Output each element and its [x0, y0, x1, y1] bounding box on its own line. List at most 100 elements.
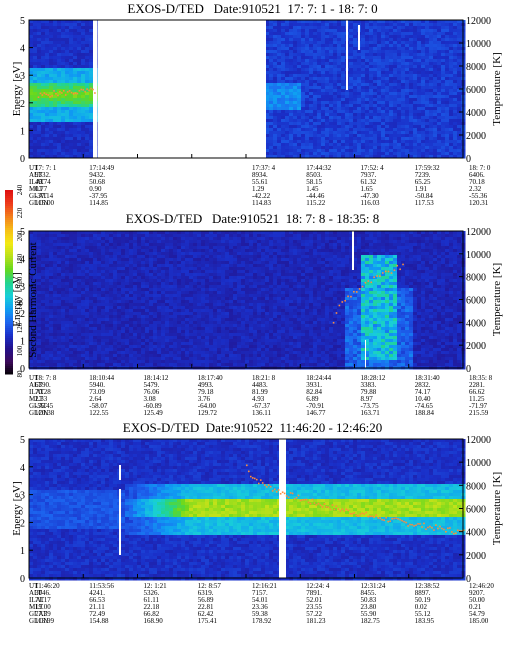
ephemeris-label: ILAT [29, 388, 45, 396]
data-gap-1 [93, 20, 97, 158]
temperature-point [76, 92, 79, 95]
temperature-point [78, 89, 81, 92]
ephemeris-value: 73.09 [89, 388, 105, 396]
temperature-point [431, 526, 433, 529]
temperature-point [407, 525, 409, 527]
panel-1-title: EXOS-D/TED Date:910521 17: 7: 1 - 18: 7:… [127, 1, 378, 16]
ephemeris-value: 17:52: 4 [361, 164, 385, 172]
ephemeris-value: 50.00 [469, 596, 485, 604]
ephemeris-value: 9432. [89, 171, 105, 179]
temperature-point [64, 94, 67, 96]
temperature-point [267, 484, 270, 486]
temperature-point [261, 482, 264, 484]
ephemeris-value: 5940. [89, 381, 105, 389]
energy-tick-label: 3 [20, 71, 25, 82]
ephemeris-value: 3383. [361, 381, 377, 389]
temperature-tick-label: 6000 [466, 505, 486, 516]
ephemeris-value: 18: 7: 0 [469, 164, 491, 172]
temperature-point [437, 527, 439, 530]
temperature-point [393, 517, 395, 520]
energy-tick-label: 1 [20, 546, 25, 557]
temperature-point [92, 88, 94, 91]
temperature-point [381, 272, 384, 274]
ephemeris-value: 2281. [469, 381, 485, 389]
temperature-point [321, 506, 324, 508]
ephemeris-value: 114.83 [252, 199, 271, 207]
temperature-point [51, 95, 53, 97]
panel-3-spectrogram [29, 439, 466, 581]
ephemeris-value: 6406. [469, 171, 485, 179]
ephemeris-value: 4993. [198, 381, 214, 389]
ephemeris-value: 5326. [144, 589, 160, 597]
temperature-tick-label: 12000 [466, 16, 491, 27]
temperature-point [402, 263, 404, 266]
energy-tick-label: 0 [20, 574, 25, 585]
ephemeris-value: 3931. [306, 381, 322, 389]
energy-tick-label: 4 [20, 254, 25, 265]
temperature-point [395, 517, 397, 520]
temperature-point [358, 288, 361, 290]
ephemeris-value: 18:31:40 [415, 374, 440, 382]
ephemeris-label: GLON [29, 409, 48, 417]
ephemeris-label: ILAT [29, 596, 45, 604]
ephemeris-value: -37.14 [35, 192, 54, 200]
temperature-point [335, 505, 338, 508]
ephemeris-value: 129.72 [198, 409, 218, 417]
temperature-point [405, 521, 407, 524]
temperature-point [299, 499, 302, 502]
temperature-point [309, 502, 312, 505]
temperature-tick-label: 10000 [466, 39, 491, 50]
colorbar-tick-label: 140 [16, 299, 24, 310]
ephemeris-value: 7239. [415, 171, 431, 179]
ephemeris-value: 11:46:20 [35, 582, 60, 590]
temperature-point [303, 498, 306, 501]
temperature-point [62, 90, 65, 92]
ephemeris-value: 56.89 [198, 596, 214, 604]
temperature-point [325, 506, 328, 508]
data-gap-5 [352, 231, 354, 270]
temperature-point [443, 528, 445, 531]
temperature-point [361, 512, 364, 515]
ephemeris-value: 18:35: 8 [469, 374, 493, 382]
ephemeris-value: 115.00 [35, 199, 54, 207]
temperature-point [315, 504, 318, 506]
temperature-point [331, 504, 334, 506]
ephemeris-value: 185.00 [469, 617, 489, 625]
temperature-point [390, 272, 393, 274]
temperature-point [379, 517, 381, 520]
temperature-point [457, 529, 459, 532]
ephemeris-value: 12:38:52 [415, 582, 440, 590]
temperature-point [277, 489, 280, 491]
temperature-point [373, 516, 376, 518]
energy-tick-label: 1 [20, 126, 25, 137]
temperature-point [387, 520, 389, 523]
ephemeris-value: 115.22 [306, 199, 325, 207]
temperature-point [449, 527, 451, 529]
temperature-point [367, 515, 370, 518]
temperature-point [345, 508, 348, 511]
ephemeris-value: 55.61 [252, 178, 268, 186]
panel-3-temperature-points [246, 464, 465, 535]
energy-tick-label: 4 [20, 463, 25, 474]
temperature-point [45, 93, 48, 96]
ephemeris-value: 2.32 [469, 185, 482, 193]
temperature-point [396, 264, 399, 267]
ephemeris-value: 136.11 [252, 409, 271, 417]
temperature-point [383, 519, 385, 522]
temperature-point [283, 492, 286, 495]
ephemeris-value: 116.03 [361, 199, 380, 207]
ephemeris-value: 9207. [469, 589, 485, 597]
ephemeris-value: 76.06 [144, 388, 160, 396]
ephemeris-label: GLAT [29, 610, 48, 618]
temperature-tick-label: 0 [466, 574, 471, 585]
temperature-tick-label: 8000 [466, 62, 486, 73]
temperature-tick-label: 8000 [466, 273, 486, 284]
temperature-point [353, 290, 355, 293]
ephemeris-value: 2.64 [89, 395, 102, 403]
temperature-tick-label: 0 [466, 364, 471, 375]
temperature-point [451, 531, 453, 533]
ephemeris-value: 18:28:12 [361, 374, 386, 382]
temperature-point [376, 275, 378, 277]
colorbar [5, 190, 13, 375]
ephemeris-label: ALT [29, 381, 43, 389]
